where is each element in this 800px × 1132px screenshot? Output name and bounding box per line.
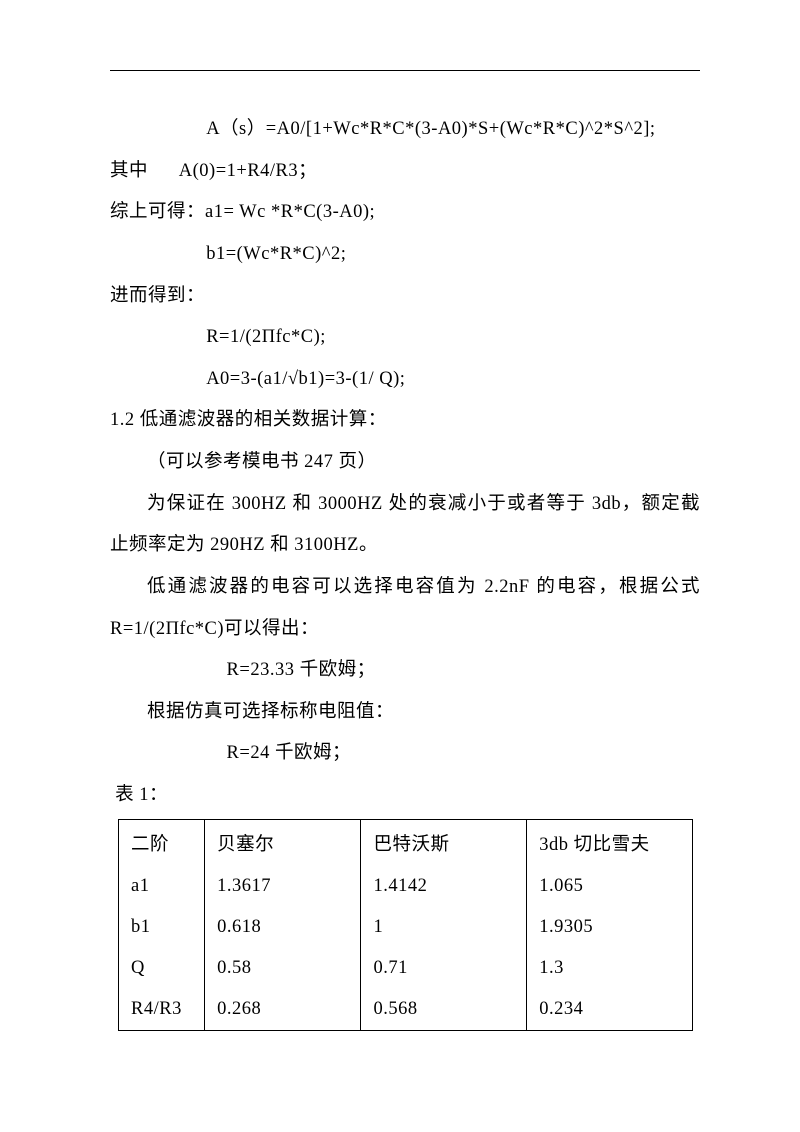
formula-r: R=1/(2Πfc*C); [110, 317, 700, 359]
line-a1: 综上可得：a1= Wc *R*C(3-A0); [110, 192, 700, 234]
table-row: a1 1.3617 1.4142 1.065 [119, 866, 693, 907]
cell: 0.568 [361, 989, 527, 1031]
cell: 0.71 [361, 948, 527, 989]
table-row: 二阶 贝塞尔 巴特沃斯 3db 切比雪夫 [119, 819, 693, 866]
cell: a1 [119, 866, 205, 907]
heading-1-2: 1.2 低通滤波器的相关数据计算： [110, 400, 700, 442]
table-caption: 表 1： [110, 775, 700, 817]
cell: 3db 切比雪夫 [527, 819, 693, 866]
formula-a0-q: A0=3-(a1/√b1)=3-(1/ Q); [110, 359, 700, 401]
cell: 1 [361, 907, 527, 948]
cell: 二阶 [119, 819, 205, 866]
cell: 1.3617 [205, 866, 361, 907]
coeff-table: 二阶 贝塞尔 巴特沃斯 3db 切比雪夫 a1 1.3617 1.4142 1.… [118, 819, 693, 1031]
line-b1: b1=(Wc*R*C)^2; [110, 234, 700, 276]
para-cutoff: 为保证在 300HZ 和 3000HZ 处的衰减小于或者等于 3db，额定截止频… [110, 484, 700, 567]
formula-a0: A(0)=1+R4/R3； [179, 161, 317, 181]
line-r-2333: R=23.33 千欧姆； [110, 650, 700, 692]
label-where: 其中 [110, 161, 148, 181]
cell: 贝塞尔 [205, 819, 361, 866]
table-row: b1 0.618 1 1.9305 [119, 907, 693, 948]
line-a0-def: 其中 A(0)=1+R4/R3； [110, 151, 700, 193]
table-row: R4/R3 0.268 0.568 0.234 [119, 989, 693, 1031]
page: A（s）=A0/[1+Wc*R*C*(3-A0)*S+(Wc*R*C)^2*S^… [0, 0, 800, 1091]
cell: 1.4142 [361, 866, 527, 907]
line-then: 进而得到： [110, 276, 700, 318]
cell: 0.234 [527, 989, 693, 1031]
cell: Q [119, 948, 205, 989]
note-book-ref: （可以参考模电书 247 页） [110, 442, 700, 484]
cell: 1.3 [527, 948, 693, 989]
cell: 0.58 [205, 948, 361, 989]
cell: 1.9305 [527, 907, 693, 948]
formula-a-s: A（s）=A0/[1+Wc*R*C*(3-A0)*S+(Wc*R*C)^2*S^… [110, 109, 700, 151]
para-sim-choice: 根据仿真可选择标称电阻值： [110, 692, 700, 734]
para-cap-choice: 低通滤波器的电容可以选择电容值为 2.2nF 的电容，根据公式R=1/(2Πfc… [110, 567, 700, 650]
cell: b1 [119, 907, 205, 948]
cell: 巴特沃斯 [361, 819, 527, 866]
cell: 0.268 [205, 989, 361, 1031]
cell: R4/R3 [119, 989, 205, 1031]
top-rule [110, 70, 700, 71]
cell: 1.065 [527, 866, 693, 907]
table-row: Q 0.58 0.71 1.3 [119, 948, 693, 989]
line-r-24: R=24 千欧姆； [110, 733, 700, 775]
cell: 0.618 [205, 907, 361, 948]
